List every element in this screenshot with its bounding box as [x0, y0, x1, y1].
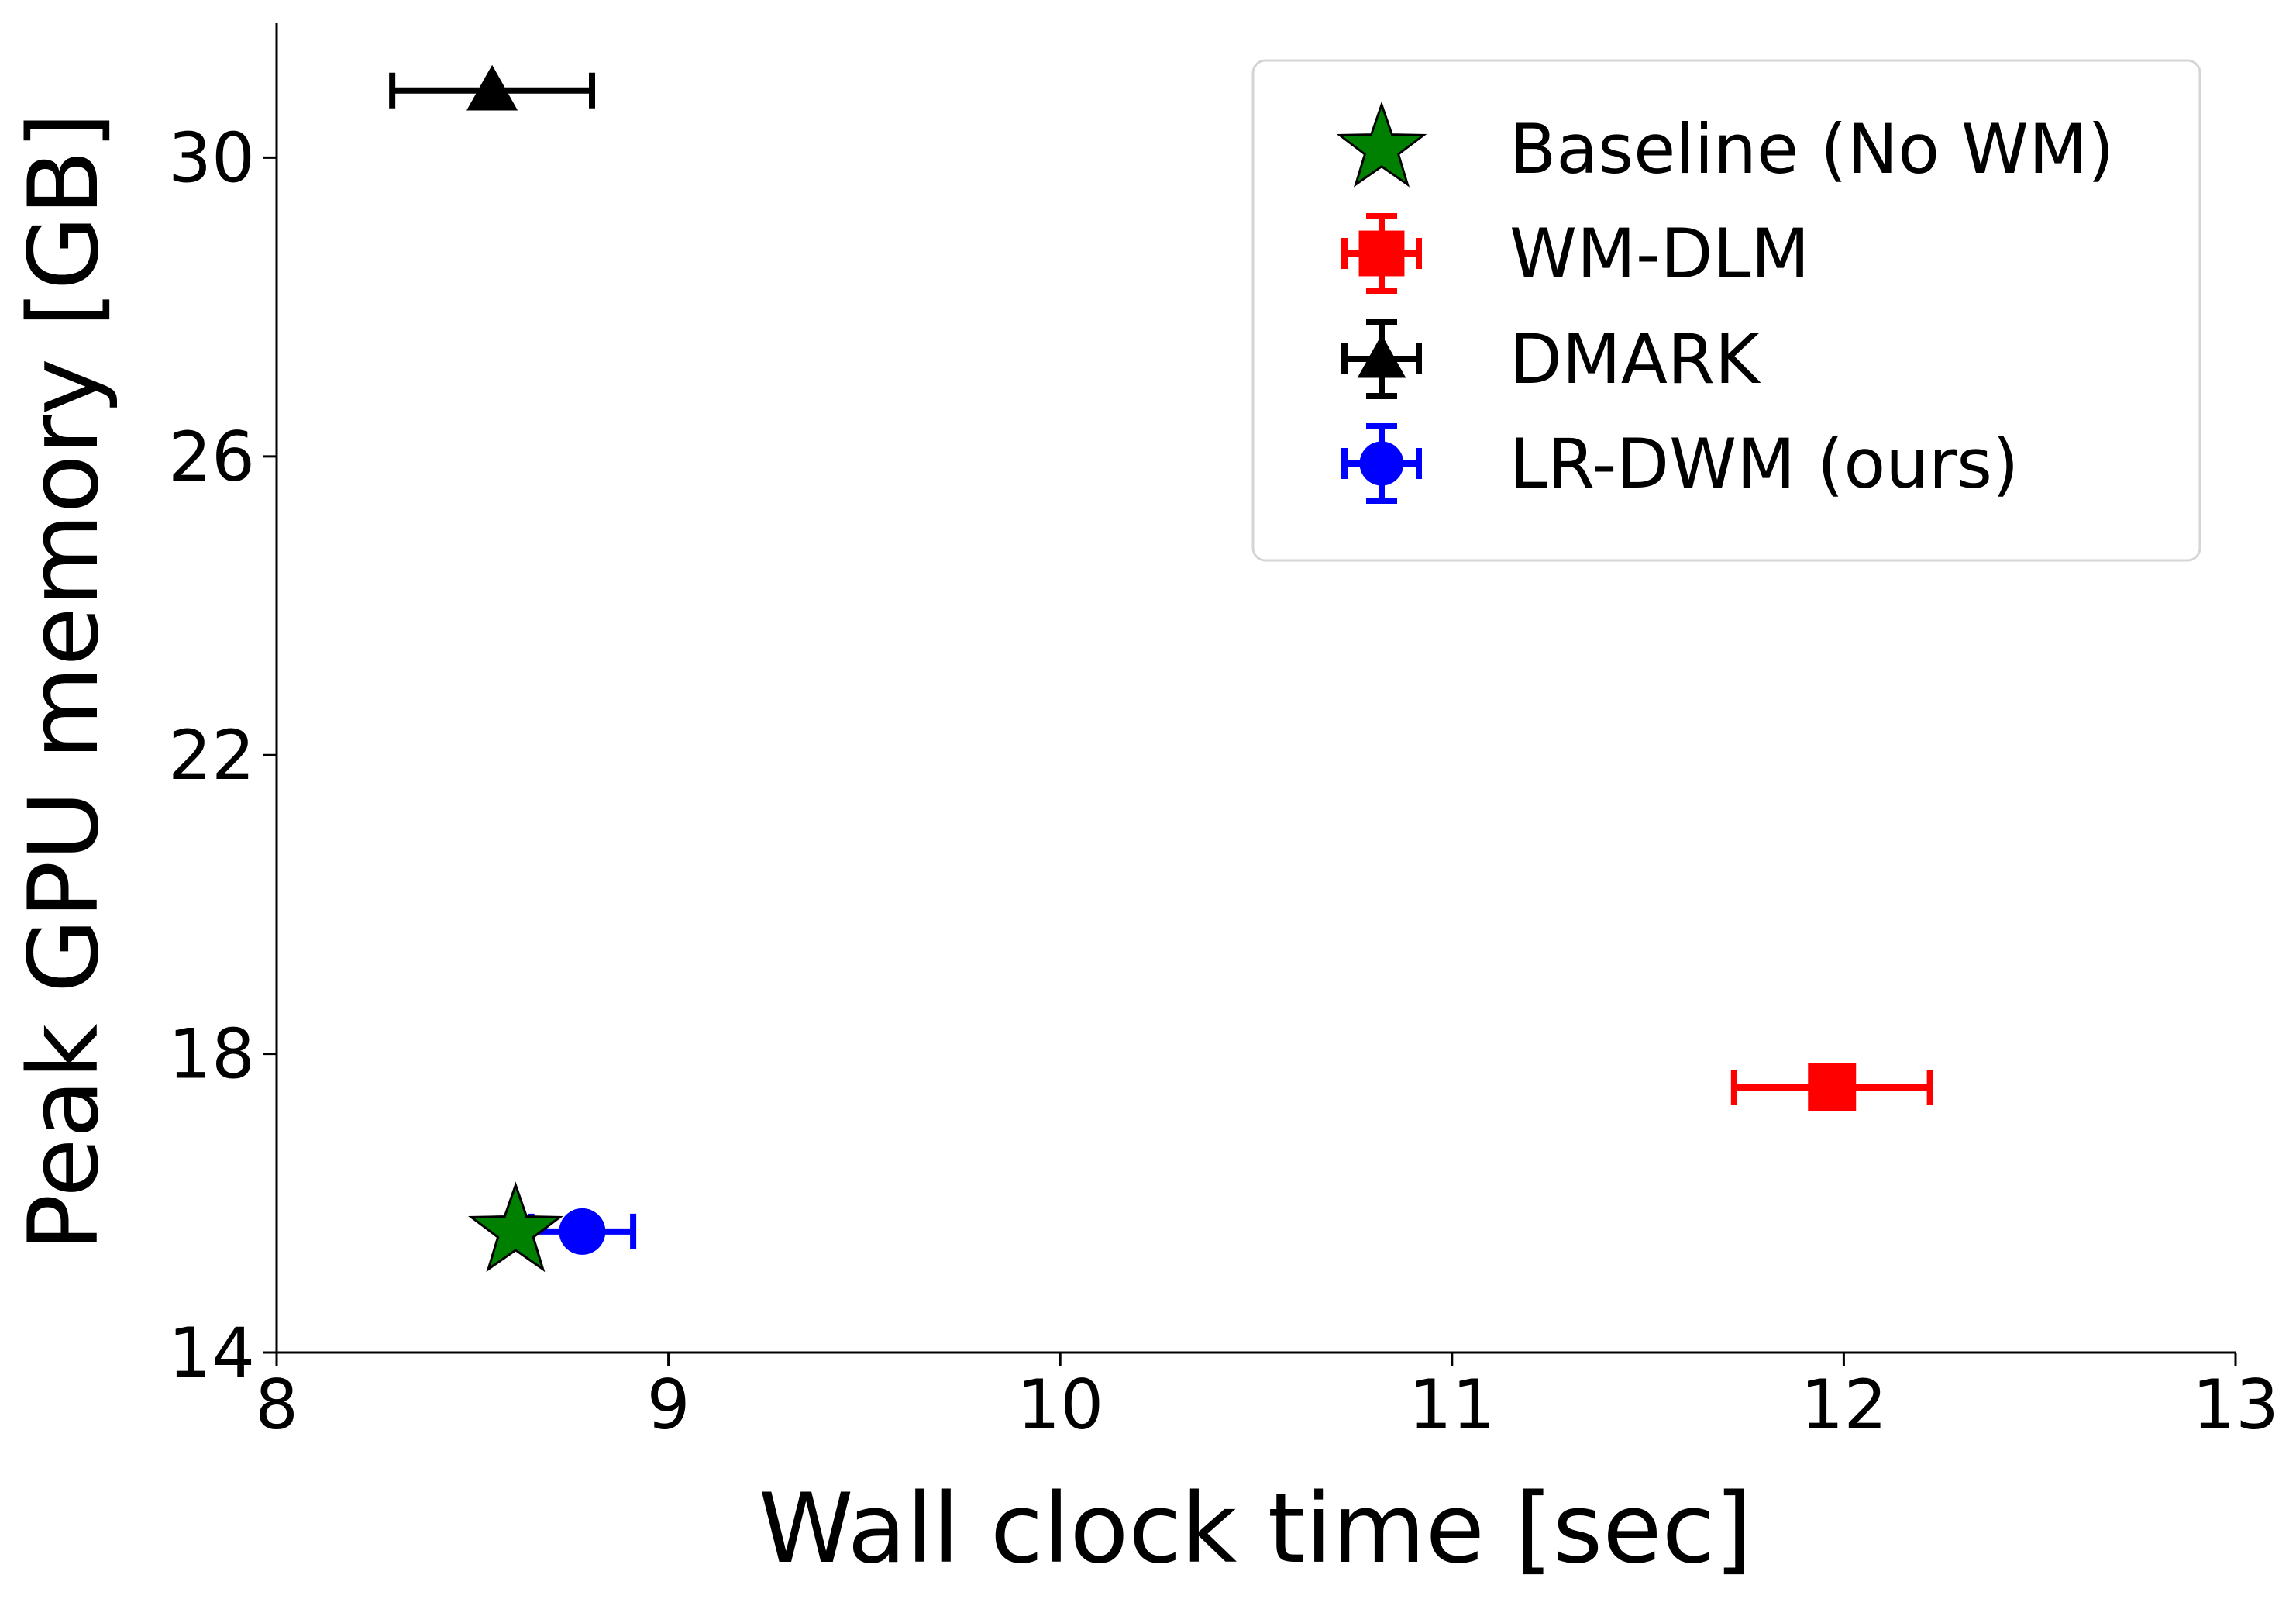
- x-tick-label: 13: [2192, 1365, 2279, 1445]
- x-axis-label: Wall clock time [sec]: [759, 1473, 1752, 1585]
- legend: Baseline (No WM) WM-DLM DMARK LR-DWM (ours): [1251, 59, 2201, 562]
- y-tick-label: 30: [168, 118, 255, 198]
- data-marks: [389, 64, 1933, 1273]
- legend-box: [1251, 59, 2201, 562]
- legend-label: DMARK: [1509, 319, 1761, 399]
- legend-entry: LR-DWM (ours): [1341, 423, 2019, 504]
- y-tick-label: 18: [168, 1015, 255, 1094]
- series-lr-dwm-ours: [528, 1208, 637, 1255]
- legend-marker: [1358, 230, 1405, 277]
- y-tick-label: 26: [168, 417, 255, 497]
- legend-entry: Baseline (No WM): [1336, 101, 2114, 189]
- data-point: [466, 64, 518, 111]
- legend-entry: WM-DLM: [1341, 213, 1809, 294]
- series-baseline-no-wm: [468, 1181, 563, 1273]
- data-point: [559, 1208, 606, 1255]
- x-tick-label: 10: [1017, 1365, 1103, 1445]
- y-axis-label: Peak GPU memory [GB]: [9, 112, 120, 1252]
- ticks: 8 9 10 11 12 13 14 18 22 26 30: [168, 118, 2279, 1445]
- legend-marker: [1357, 334, 1406, 378]
- axes: [275, 23, 2236, 1354]
- legend-label: WM-DLM: [1509, 214, 1809, 294]
- data-point: [1808, 1063, 1857, 1111]
- x-tick-label: 9: [647, 1365, 690, 1445]
- y-tick-label: 14: [168, 1313, 255, 1393]
- legend-marker: [1359, 441, 1404, 486]
- series-dmark: [389, 64, 596, 111]
- data-point: [468, 1181, 563, 1273]
- legend-marker: [1336, 101, 1427, 188]
- legend-label: LR-DWM (ours): [1509, 424, 2019, 504]
- x-tick-label: 11: [1409, 1365, 1496, 1445]
- y-tick-label: 22: [168, 715, 255, 795]
- x-tick-label: 12: [1800, 1365, 1887, 1445]
- series-wm-dlm: [1730, 1063, 1933, 1111]
- legend-label: Baseline (No WM): [1509, 109, 2114, 189]
- legend-entry: DMARK: [1341, 319, 1761, 399]
- x-tick-label: 8: [255, 1365, 298, 1445]
